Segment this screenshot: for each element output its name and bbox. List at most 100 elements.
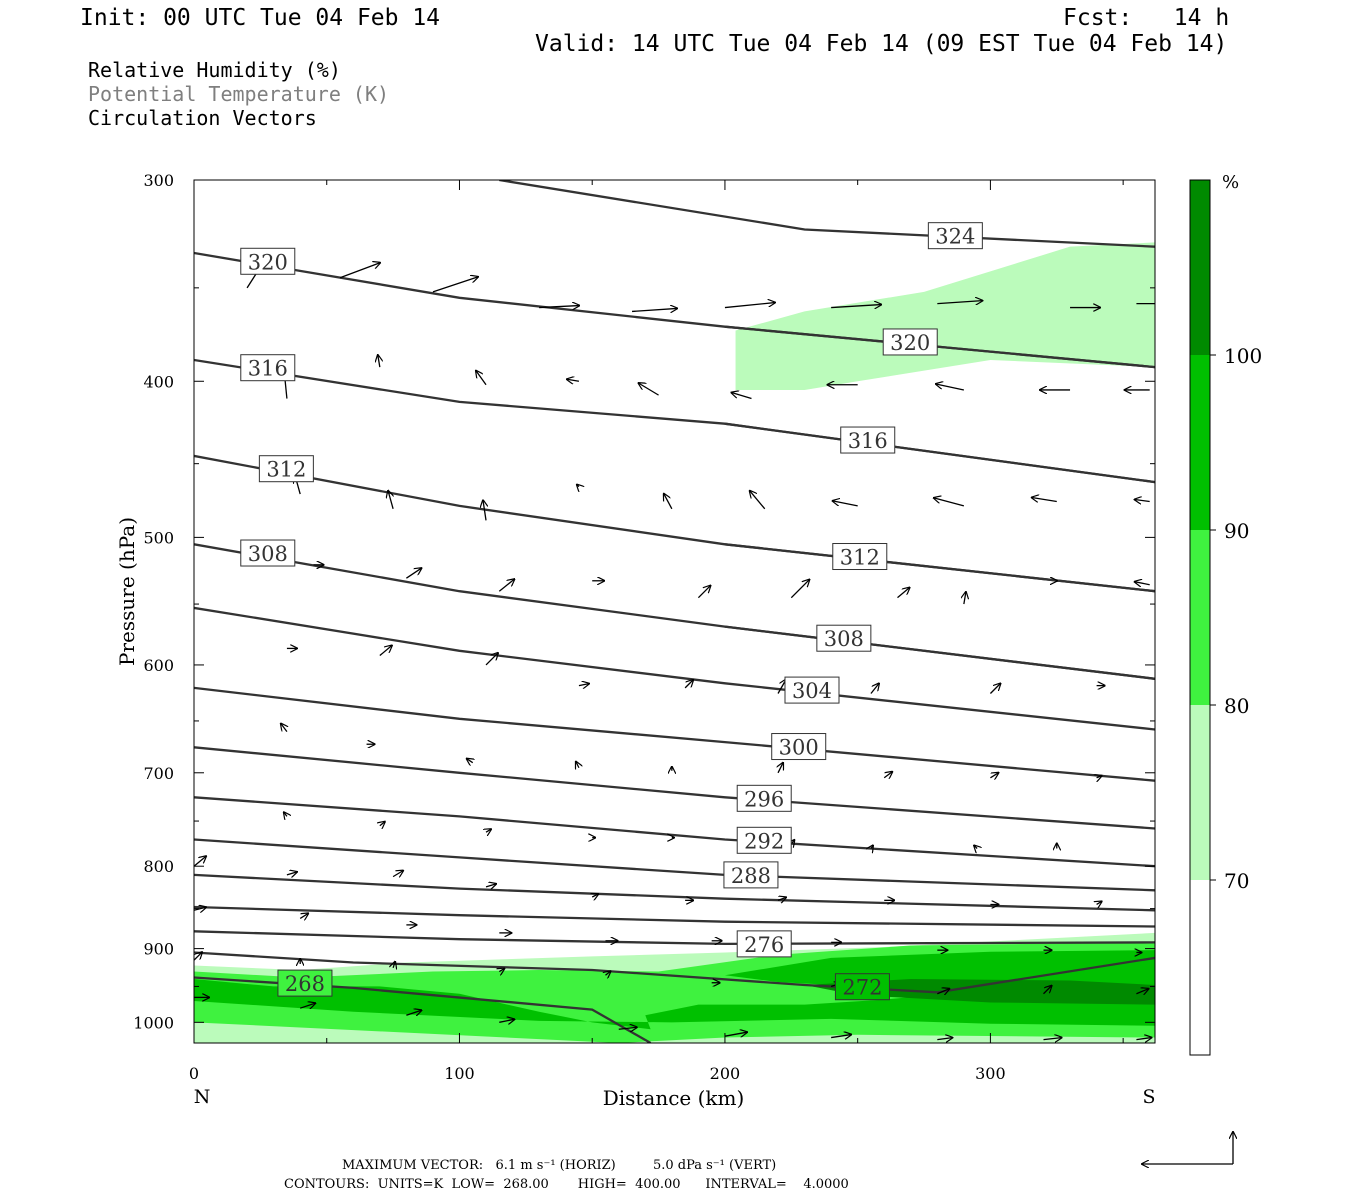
circulation-vector bbox=[498, 579, 514, 592]
x-tick-label: 300 bbox=[975, 1064, 1006, 1083]
circulation-vector bbox=[339, 263, 380, 279]
circulation-vector bbox=[578, 684, 589, 686]
circulation-vector bbox=[485, 884, 496, 887]
circulation-vector bbox=[393, 962, 395, 968]
contour-label: 312 bbox=[840, 546, 880, 570]
circulation-vector bbox=[883, 772, 892, 778]
contour-label: 320 bbox=[890, 331, 930, 355]
contour-label: 288 bbox=[731, 864, 771, 888]
theta-contour-304 bbox=[194, 606, 1155, 731]
circulation-vector bbox=[499, 969, 504, 972]
circulation-vector bbox=[934, 498, 965, 507]
circulation-vector bbox=[974, 845, 977, 848]
contour-label-box bbox=[784, 676, 840, 704]
contour-label: 320 bbox=[248, 250, 288, 274]
circulation-vector bbox=[937, 301, 982, 304]
theta-contour-320 bbox=[724, 325, 1155, 369]
circulation-vector bbox=[194, 952, 202, 961]
circulation-vector bbox=[576, 762, 579, 768]
circulation-vector bbox=[724, 303, 775, 309]
rh-region-90 bbox=[194, 979, 1155, 1030]
circulation-vector bbox=[697, 586, 710, 599]
circulation-vector bbox=[778, 763, 783, 774]
x-tick-label: 0 bbox=[189, 1064, 199, 1083]
circulation-vector bbox=[777, 897, 786, 900]
colorbar-segment bbox=[1190, 355, 1210, 530]
contour-label-box bbox=[240, 247, 296, 275]
theta-contour-308 bbox=[724, 625, 1155, 680]
circulation-vector bbox=[485, 653, 498, 666]
circulation-vector bbox=[990, 773, 998, 778]
rh-region-70 bbox=[735, 242, 1155, 390]
contour-label-box bbox=[840, 426, 896, 454]
contour-label-box bbox=[277, 969, 333, 997]
y-axis-title: Pressure (hPa) bbox=[115, 517, 139, 666]
theta-contour-316 bbox=[194, 358, 1155, 484]
circulation-vector bbox=[1135, 499, 1150, 501]
contour-label-box bbox=[736, 784, 792, 812]
circulation-vector bbox=[432, 277, 478, 293]
circulation-vector bbox=[870, 683, 879, 694]
plot-frame bbox=[193, 179, 1156, 1044]
circulation-vector bbox=[388, 491, 393, 509]
x-tick-label: 100 bbox=[444, 1064, 475, 1083]
circulation-vector bbox=[791, 840, 794, 844]
circulation-vector bbox=[406, 1010, 421, 1015]
contour-label: 308 bbox=[248, 542, 288, 566]
circulation-vector bbox=[194, 907, 206, 910]
init-time: Init: 00 UTC Tue 04 Feb 14 bbox=[80, 5, 441, 31]
y-tick-label: 800 bbox=[143, 857, 174, 876]
y-tick-label: 900 bbox=[143, 940, 174, 959]
circulation-vector bbox=[592, 894, 598, 897]
contour-label: 316 bbox=[848, 429, 888, 453]
legend-line-rh: Relative Humidity (%) bbox=[88, 58, 341, 82]
circulation-vector bbox=[1043, 986, 1052, 995]
contour-label-box bbox=[771, 733, 827, 761]
circulation-vector bbox=[724, 1032, 747, 1036]
circulation-vector bbox=[1097, 901, 1102, 904]
theta-contour-308 bbox=[194, 543, 1155, 680]
circulation-vector bbox=[379, 646, 392, 657]
footer-max-vector: MAXIMUM VECTOR: 6.1 m s⁻¹ (HORIZ) 5.0 dP… bbox=[342, 1158, 777, 1173]
contour-label: 296 bbox=[744, 787, 784, 811]
circulation-vector bbox=[286, 872, 297, 875]
colorbar-segment bbox=[1190, 880, 1210, 1055]
plot-area bbox=[194, 180, 1155, 1043]
circulation-vector bbox=[378, 355, 380, 368]
circulation-vector bbox=[605, 971, 610, 975]
theta-contour-292 bbox=[194, 796, 1155, 868]
circulation-vector bbox=[406, 568, 421, 579]
y-tick-label: 500 bbox=[143, 528, 174, 547]
circulation-vector bbox=[486, 829, 491, 832]
circulation-vector bbox=[664, 494, 673, 510]
contour-label: 292 bbox=[744, 829, 784, 853]
circulation-vector bbox=[831, 305, 881, 308]
circulation-vector bbox=[833, 501, 858, 507]
circulation-vector bbox=[871, 845, 873, 848]
circulation-vector bbox=[937, 1038, 952, 1040]
theta-contour-316 bbox=[724, 422, 1155, 484]
colorbar-segment bbox=[1190, 180, 1210, 355]
colorbar-level-label: 80 bbox=[1224, 694, 1249, 718]
theta-contour-324 bbox=[499, 180, 1155, 248]
circulation-vector bbox=[284, 812, 287, 816]
circulation-vector bbox=[567, 379, 580, 381]
circulation-vector bbox=[964, 592, 966, 605]
circulation-vector bbox=[639, 383, 659, 396]
y-tick-label: 600 bbox=[143, 656, 174, 675]
circulation-vector bbox=[194, 856, 206, 867]
circulation-vector bbox=[1032, 497, 1057, 501]
theta-contour-268 bbox=[194, 976, 652, 1043]
contour-label-box bbox=[882, 328, 938, 356]
y-tick-label: 400 bbox=[143, 372, 174, 391]
colorbar-frame bbox=[1189, 179, 1211, 1056]
circulation-vector bbox=[631, 308, 677, 311]
contour-label-box bbox=[723, 861, 779, 889]
theta-contour-300 bbox=[194, 686, 1155, 782]
circulation-vector bbox=[1043, 1038, 1062, 1040]
y-tick-label: 300 bbox=[143, 171, 174, 190]
contour-label-box bbox=[258, 455, 314, 483]
theta-contour-312 bbox=[724, 543, 1155, 593]
y-tick-label: 700 bbox=[143, 764, 174, 783]
legend-line-theta: Potential Temperature (K) bbox=[88, 82, 390, 106]
